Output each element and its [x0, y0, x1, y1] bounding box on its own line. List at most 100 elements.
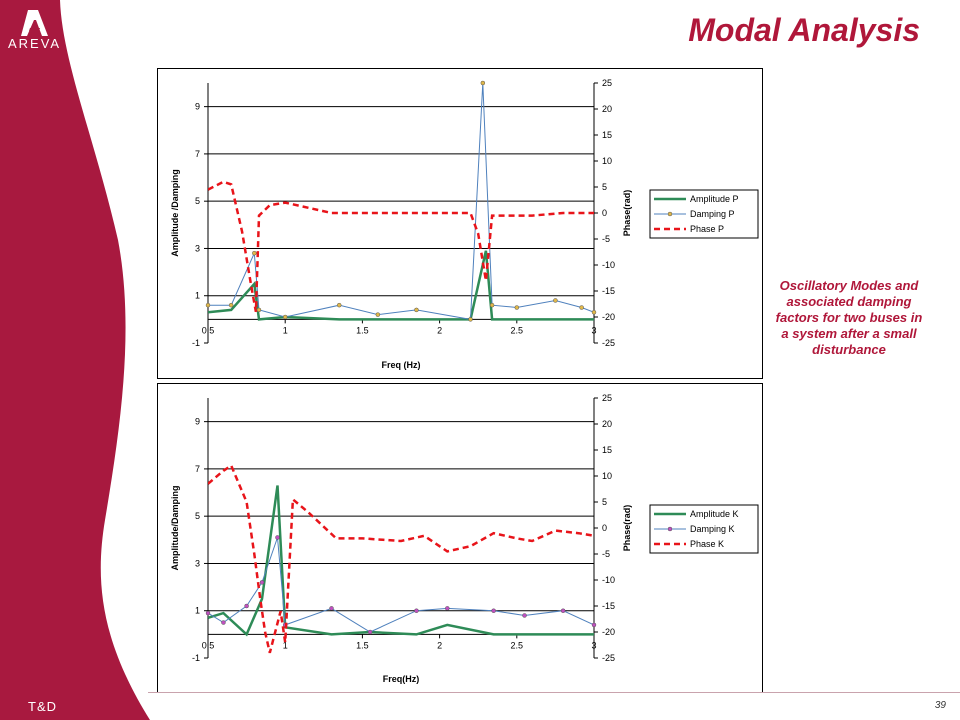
chart-bus-p: -1 1 3 5 7 9 -25 -20 -15 -10 -5 0 5 10 15 20 25 0.5 1 1.5 2 2… [157, 68, 763, 379]
division-label: T&D [28, 699, 57, 714]
data-point [329, 606, 334, 611]
y2-tick-label: 0 [602, 208, 607, 218]
footer-divider [148, 692, 960, 693]
y2-tick-label: -5 [602, 549, 610, 559]
series-line-phase-k [208, 463, 594, 654]
y-tick-label: -1 [192, 338, 200, 348]
x-tick-label: 1.5 [356, 325, 369, 335]
brand-wordmark: AREVA [8, 36, 62, 51]
y-axis-label: Amplitude /Damping [170, 169, 180, 257]
y2-tick-label: -10 [602, 575, 615, 585]
x-tick-label: 1 [283, 325, 288, 335]
data-point [514, 305, 520, 310]
chart-svg: -1 1 3 5 7 9 -25 -20 -15 -10 -5 0 5 10 15 20 25 0.5 1 1.5 2 2… [170, 78, 759, 370]
y-tick-label: 1 [195, 606, 200, 616]
x-tick-label: 0.5 [202, 325, 215, 335]
data-point [244, 603, 249, 609]
data-point [252, 250, 257, 256]
y2-tick-label: -25 [602, 338, 615, 348]
page-title: Modal Analysis [688, 12, 920, 48]
x-axis-label: Freq(Hz) [383, 674, 420, 684]
x-tick-label: 2.5 [511, 325, 524, 335]
series-line-damping-k [208, 537, 594, 633]
chart-bus-k: -1 1 3 5 7 9 -25 -20 -15 -10 -5 0 5 10 15 20 25 0.5 1 1.5 2 2… [157, 383, 763, 693]
y2-tick-label: 25 [602, 78, 612, 88]
x-tick-label: 3 [591, 325, 596, 335]
data-point [259, 580, 265, 585]
x-tick-label: 2 [437, 640, 442, 650]
areva-logo-icon [21, 10, 48, 36]
y2-axis-label: Phase(rad) [622, 190, 632, 237]
chart-svg: -1 1 3 5 7 9 -25 -20 -15 -10 -5 0 5 10 15 20 25 0.5 1 1.5 2 2… [170, 393, 759, 684]
y2-tick-label: -15 [602, 601, 615, 611]
y2-tick-label: -25 [602, 653, 615, 663]
x-tick-label: 1 [283, 640, 288, 650]
data-point [282, 314, 288, 320]
y2-tick-label: 10 [602, 156, 612, 166]
y-tick-label: 9 [195, 102, 200, 112]
sidebar-band [0, 0, 150, 720]
brand-sidebar [0, 0, 150, 720]
data-point [275, 535, 280, 540]
y2-tick-label: 0 [602, 523, 607, 533]
y-tick-label: 9 [195, 417, 200, 427]
y-tick-label: 5 [195, 511, 200, 521]
series-line-amplitude-p [208, 250, 594, 321]
data-point [591, 622, 597, 628]
legend-label: Phase P [690, 224, 724, 234]
logo-a-mark [21, 10, 48, 36]
data-point [256, 307, 262, 313]
legend-label: Damping K [690, 524, 735, 534]
y-tick-label: 1 [195, 291, 200, 301]
x-tick-label: 2.5 [511, 640, 524, 650]
y2-tick-label: 25 [602, 393, 612, 403]
data-point [522, 613, 527, 618]
y-tick-label: 3 [195, 558, 200, 568]
y2-tick-label: 20 [602, 104, 612, 114]
series-line-amplitude-k [208, 485, 594, 637]
legend-marker [667, 526, 673, 532]
data-point [367, 629, 373, 635]
data-point [414, 307, 419, 313]
data-point [205, 302, 211, 308]
y2-tick-label: -10 [602, 260, 615, 270]
x-tick-label: 3 [591, 640, 596, 650]
y-tick-label: -1 [192, 653, 200, 663]
x-tick-label: 0.5 [202, 640, 215, 650]
legend-label: Phase K [690, 539, 724, 549]
data-point [445, 606, 450, 611]
data-point [553, 298, 558, 303]
legend-label: Damping P [690, 209, 735, 219]
x-tick-label: 1.5 [356, 640, 369, 650]
y2-tick-label: 20 [602, 419, 612, 429]
y-axis-label: Amplitude/Damping [170, 486, 180, 571]
y2-tick-label: 10 [602, 471, 612, 481]
y2-tick-label: 5 [602, 497, 607, 507]
y-tick-label: 7 [195, 149, 200, 159]
data-point [579, 305, 584, 310]
data-point [489, 302, 495, 308]
y-tick-label: 7 [195, 464, 200, 474]
page-number: 39 [934, 700, 946, 711]
data-point [336, 302, 342, 308]
legend-label: Amplitude K [690, 509, 739, 519]
y2-axis-label: Phase(rad) [622, 505, 632, 552]
data-point [414, 608, 419, 613]
slide-caption: Oscillatory Modes and associated damping… [775, 278, 923, 357]
y-tick-label: 5 [195, 196, 200, 206]
y2-tick-label: -5 [602, 234, 610, 244]
y2-tick-label: 15 [602, 445, 612, 455]
data-point [221, 620, 226, 625]
data-point [491, 608, 496, 613]
data-point [468, 317, 473, 322]
data-point [228, 302, 234, 308]
y2-tick-label: -20 [602, 627, 615, 637]
legend-marker [667, 211, 673, 217]
y2-tick-label: -15 [602, 286, 615, 296]
y2-tick-label: 5 [602, 182, 607, 192]
data-point [375, 312, 381, 317]
y2-tick-label: -20 [602, 312, 615, 322]
data-point [480, 80, 486, 86]
y2-tick-label: 15 [602, 130, 612, 140]
data-point [560, 608, 566, 613]
